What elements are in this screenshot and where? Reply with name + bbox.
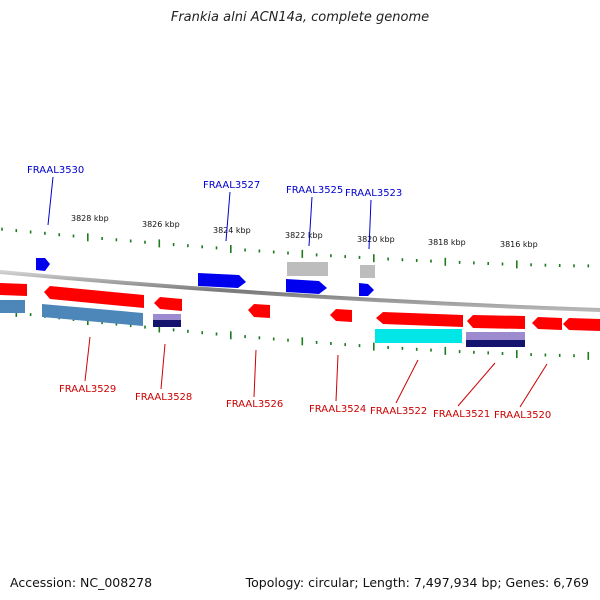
label-leader-line — [160, 343, 166, 390]
scale-label: 3818 kbp — [428, 238, 466, 247]
gene-label-fraal3524[interactable]: FRAAL3524 — [309, 404, 366, 415]
scale-label: 3828 kbp — [71, 214, 109, 223]
map-title: Frankia alni ACN14a, complete genome — [170, 10, 430, 25]
label-leader-line — [457, 362, 496, 407]
genome-backbone — [0, 270, 600, 312]
label-leader-line — [253, 349, 257, 398]
feature-bar[interactable] — [153, 320, 181, 327]
outer-tick-ring — [1, 227, 590, 269]
gene-arrow[interactable] — [376, 312, 463, 327]
gene-label-fraal3525[interactable]: FRAAL3525 — [286, 185, 343, 196]
scale-label: 3816 kbp — [500, 240, 538, 249]
gene-arrow[interactable] — [286, 279, 327, 294]
gene-arrow[interactable] — [532, 317, 562, 330]
scale-label: 3824 kbp — [213, 226, 251, 235]
feature-bar[interactable] — [375, 329, 462, 343]
label-leader-line — [335, 354, 339, 402]
gene-arrow[interactable] — [359, 283, 374, 296]
label-leader-line — [47, 176, 54, 226]
gene-label-fraal3522[interactable]: FRAAL3522 — [370, 406, 427, 417]
scale-label: 3820 kbp — [357, 235, 395, 244]
reverse-strand-features — [0, 283, 600, 347]
label-leader-line — [519, 363, 548, 408]
gene-arrow[interactable] — [563, 318, 600, 331]
reverse-gene-labels: FRAAL3529 FRAAL3528 FRAAL3526 FRAAL3524 … — [59, 336, 551, 421]
feature-bar[interactable] — [360, 265, 375, 278]
gene-arrow[interactable] — [467, 315, 525, 329]
gene-arrow[interactable] — [44, 286, 144, 308]
label-leader-line — [395, 359, 419, 404]
gene-arrow[interactable] — [36, 258, 50, 271]
forward-strand-features — [36, 258, 375, 296]
scale-label: 3826 kbp — [142, 220, 180, 229]
label-leader-line — [308, 196, 313, 247]
gene-arrow[interactable] — [154, 297, 182, 311]
feature-bar[interactable] — [0, 300, 25, 313]
gene-label-fraal3521[interactable]: FRAAL3521 — [433, 409, 490, 420]
feature-bar[interactable] — [42, 304, 143, 326]
genome-summary-text: Topology: circular; Length: 7,497,934 bp… — [245, 575, 589, 590]
feature-bar[interactable] — [287, 262, 328, 276]
gene-label-fraal3529[interactable]: FRAAL3529 — [59, 384, 116, 395]
gene-arrow[interactable] — [198, 273, 246, 288]
label-leader-line — [368, 199, 372, 250]
gene-label-fraal3527[interactable]: FRAAL3527 — [203, 180, 260, 191]
feature-bar[interactable] — [466, 340, 525, 347]
scale-label: 3822 kbp — [285, 231, 323, 240]
feature-bar[interactable] — [466, 332, 525, 340]
gene-label-fraal3523[interactable]: FRAAL3523 — [345, 188, 402, 199]
gene-label-fraal3520[interactable]: FRAAL3520 — [494, 410, 551, 421]
scale-labels: 3828 kbp 3826 kbp 3824 kbp 3822 kbp 3820… — [71, 214, 538, 249]
gene-label-fraal3530[interactable]: FRAAL3530 — [27, 165, 84, 176]
label-leader-line — [84, 336, 91, 382]
gene-label-fraal3526[interactable]: FRAAL3526 — [226, 399, 283, 410]
forward-gene-labels: FRAAL3530 FRAAL3527 FRAAL3525 FRAAL3523 — [27, 165, 402, 250]
label-leader-line — [225, 191, 231, 242]
gene-label-fraal3528[interactable]: FRAAL3528 — [135, 392, 192, 403]
gene-arrow[interactable] — [0, 283, 27, 296]
accession-text: Accession: NC_008278 — [10, 575, 153, 590]
feature-bar[interactable] — [153, 314, 181, 320]
gene-arrow[interactable] — [248, 304, 270, 318]
gene-arrow[interactable] — [330, 309, 352, 322]
